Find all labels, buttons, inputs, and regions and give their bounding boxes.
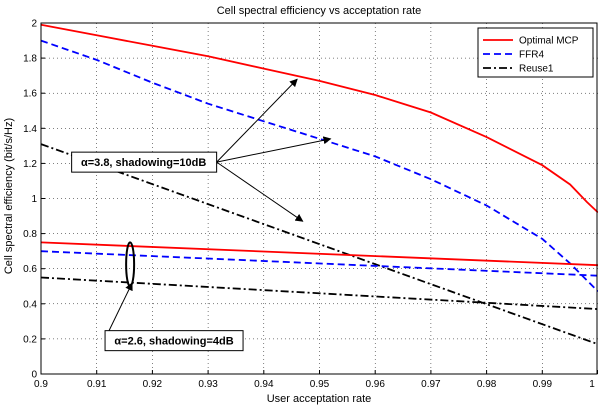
x-tick-label: 0.92 bbox=[143, 379, 163, 390]
series-line-ffr4 bbox=[40, 250, 598, 277]
x-tick-label: 0.96 bbox=[365, 379, 385, 390]
annotation-arrow bbox=[216, 136, 332, 163]
x-tick-label: 0.91 bbox=[87, 379, 107, 390]
series-line-reuse1 bbox=[40, 143, 598, 346]
x-tick-label: 0.98 bbox=[477, 379, 497, 390]
y-tick-label: 0 bbox=[31, 370, 37, 381]
legend-entry: Reuse1 bbox=[519, 64, 554, 75]
annotation-arrow bbox=[216, 161, 304, 222]
y-tick-label: 1.2 bbox=[23, 159, 37, 170]
x-tick-label: 0.99 bbox=[533, 379, 553, 390]
y-tick-label: 0.4 bbox=[23, 299, 37, 310]
y-tick-label: 0.8 bbox=[23, 229, 37, 240]
series-line-optimal-mcp bbox=[40, 23, 598, 214]
y-tick-label: 0.6 bbox=[23, 264, 37, 275]
legend-entry: Optimal MCP bbox=[519, 36, 579, 47]
x-tick-label: 0.95 bbox=[310, 379, 330, 390]
y-tick-label: 1.4 bbox=[23, 124, 37, 135]
legend: Optimal MCP FFR4 Reuse1 bbox=[477, 27, 594, 78]
chart-title: Cell spectral efficiency vs acceptation … bbox=[217, 5, 422, 17]
y-tick-label: 0.2 bbox=[23, 334, 37, 345]
annotation-arrow bbox=[216, 78, 298, 163]
x-tick-label: 0.97 bbox=[421, 379, 441, 390]
x-tick-label: 0.9 bbox=[34, 379, 48, 390]
annotation-label: α=2.6, shadowing=4dB bbox=[114, 336, 233, 348]
annotation-ellipse bbox=[125, 241, 136, 288]
series-line-reuse1 bbox=[40, 276, 598, 310]
annotation-arrow bbox=[108, 282, 133, 331]
x-axis: 0.9 0.91 0.92 0.93 0.94 0.95 0.96 0.97 0.98 0.99 1 bbox=[34, 370, 598, 390]
y-tick-label: 1 bbox=[31, 194, 37, 205]
x-tick-label: 1 bbox=[589, 379, 595, 390]
annotations: α=3.8, shadowing=10dB α=2.6, shadowing=4d… bbox=[71, 78, 332, 352]
y-tick-label: 1.6 bbox=[23, 89, 37, 100]
y-axis-label: Cell spectral efficiency (bit/s/Hz) bbox=[3, 118, 15, 274]
legend-box bbox=[477, 27, 594, 78]
series-layer bbox=[40, 23, 598, 346]
x-tick-label: 0.93 bbox=[198, 379, 218, 390]
y-tick-label: 2 bbox=[31, 19, 37, 30]
annotation-label: α=3.8, shadowing=10dB bbox=[81, 157, 206, 169]
series-line-optimal-mcp bbox=[40, 241, 598, 267]
legend-entry: FFR4 bbox=[519, 50, 544, 61]
x-tick-label: 0.94 bbox=[254, 379, 274, 390]
x-axis-label: User acceptation rate bbox=[267, 393, 372, 405]
annotation-box bbox=[104, 330, 244, 352]
y-axis: 0 0.2 0.4 0.6 0.8 1 1.2 1.4 1.6 1.8 2 bbox=[23, 19, 45, 381]
y-tick-label: 1.8 bbox=[23, 54, 37, 65]
series-line-ffr4 bbox=[40, 39, 598, 293]
